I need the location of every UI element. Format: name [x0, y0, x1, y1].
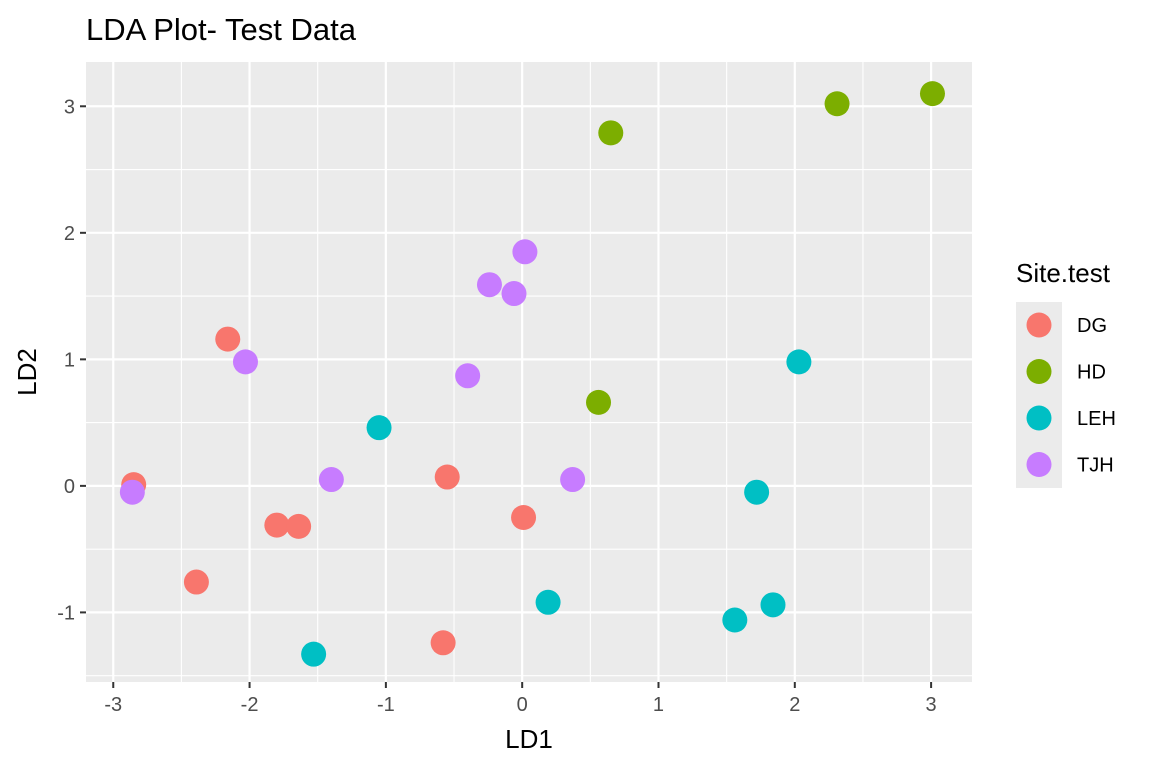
- y-tick-label: 3: [64, 96, 75, 118]
- point-dg: [511, 505, 537, 531]
- y-tick-label: 2: [64, 223, 75, 245]
- x-tick-label: -3: [104, 694, 122, 716]
- point-tjh: [512, 239, 538, 265]
- point-leh: [366, 415, 392, 441]
- point-dg: [183, 569, 209, 595]
- y-axis-title: LD2: [12, 348, 42, 396]
- x-axis-title: LD1: [505, 724, 553, 754]
- point-hd: [919, 81, 945, 107]
- point-dg: [286, 513, 312, 539]
- point-leh: [760, 592, 786, 618]
- data-points: [119, 81, 945, 667]
- point-hd: [586, 389, 612, 415]
- point-tjh: [560, 467, 586, 493]
- point-dg: [215, 326, 241, 352]
- y-tick-label: 0: [64, 476, 75, 498]
- legend-items: DG HD LEH TJH: [1026, 312, 1116, 477]
- point-leh: [722, 607, 748, 633]
- point-dg: [430, 630, 456, 656]
- chart-title: LDA Plot- Test Data: [86, 12, 357, 47]
- point-leh: [301, 641, 327, 667]
- legend-key-dg: [1026, 312, 1052, 338]
- point-tjh: [476, 272, 502, 298]
- axis-ticks: -3 -2 -1 0 1 2 3 -1 0 1 2 3: [57, 96, 936, 716]
- point-dg: [434, 464, 460, 490]
- x-tick-label: 0: [517, 694, 528, 716]
- plot-panel: [86, 62, 972, 682]
- legend: Site.test DG HD LEH TJH: [1016, 258, 1116, 488]
- point-hd: [598, 120, 624, 146]
- point-leh: [744, 479, 770, 505]
- legend-key-hd: [1026, 359, 1052, 384]
- legend-key-tjh: [1026, 452, 1052, 477]
- legend-title: Site.test: [1016, 258, 1111, 288]
- point-tjh: [232, 349, 258, 375]
- x-tick-label: 3: [926, 694, 937, 716]
- point-dg: [264, 512, 290, 538]
- legend-label-tjh: TJH: [1077, 455, 1114, 477]
- point-tjh: [455, 363, 481, 389]
- legend-key-leh: [1026, 405, 1052, 431]
- point-hd: [824, 91, 850, 117]
- x-tick-label: -2: [241, 694, 259, 716]
- x-tick-label: 1: [653, 694, 664, 716]
- legend-label-dg: DG: [1077, 315, 1107, 337]
- y-tick-label: -1: [57, 602, 75, 624]
- point-tjh: [119, 479, 145, 505]
- point-tjh: [318, 467, 344, 493]
- x-tick-label: -1: [377, 694, 395, 716]
- legend-label-leh: LEH: [1077, 408, 1116, 430]
- point-tjh: [501, 281, 527, 307]
- point-leh: [535, 589, 561, 615]
- x-tick-label: 2: [789, 694, 800, 716]
- legend-label-hd: HD: [1077, 362, 1106, 384]
- y-tick-label: 1: [64, 349, 75, 371]
- point-leh: [786, 349, 812, 375]
